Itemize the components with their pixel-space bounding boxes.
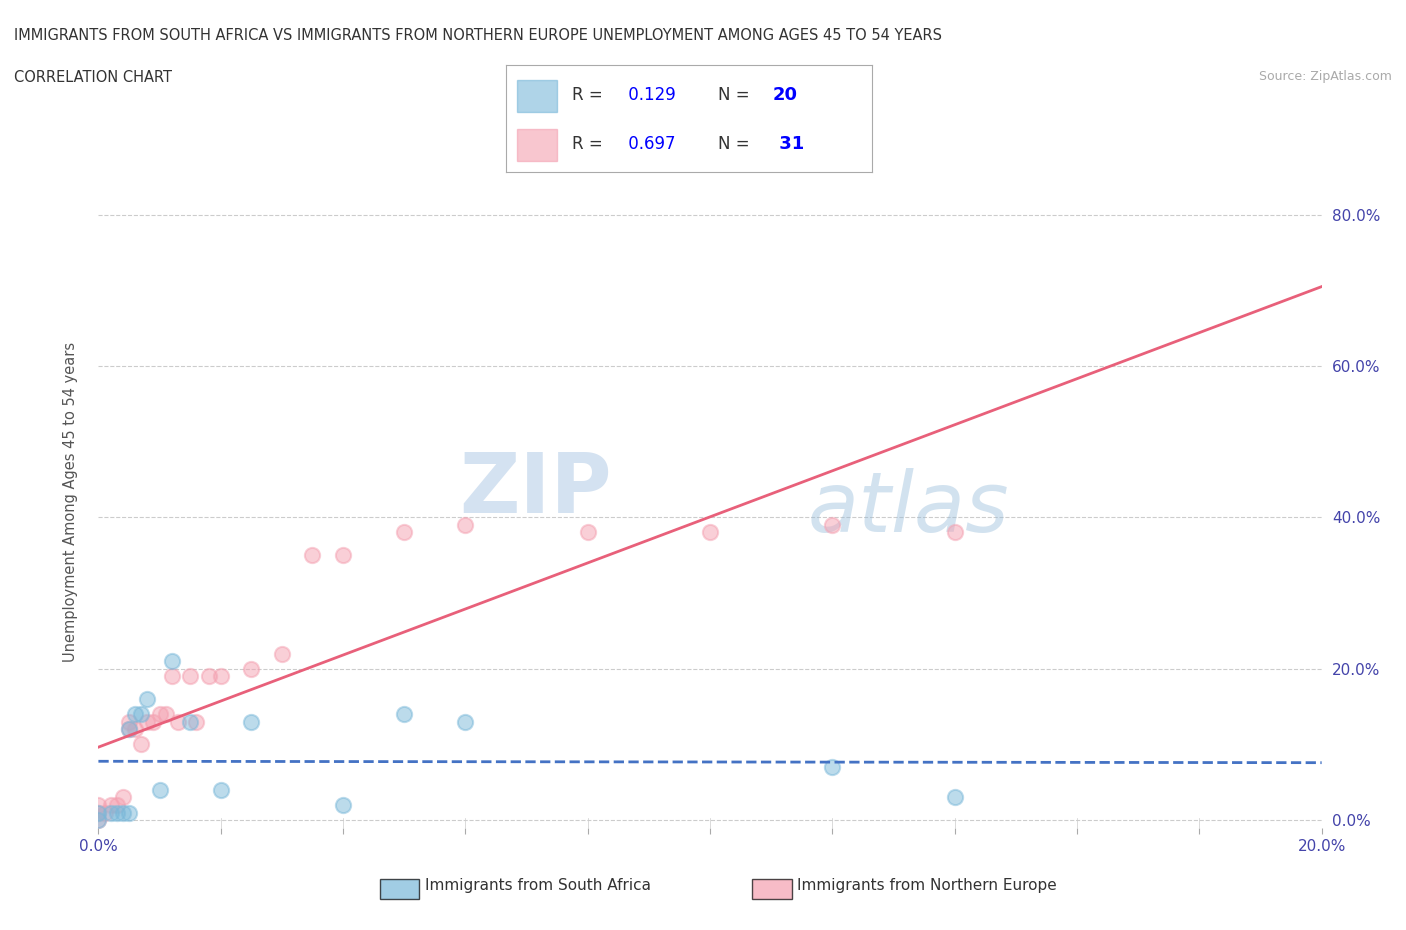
Bar: [517, 129, 557, 162]
Point: [93, 805, 115, 820]
Point: [179, 714, 201, 729]
Point: [111, 805, 134, 820]
Text: 20: 20: [773, 86, 799, 104]
Point: [160, 669, 183, 684]
Point: [332, 798, 354, 813]
Text: N =: N =: [718, 86, 755, 104]
Y-axis label: Unemployment Among Ages 45 to 54 years: Unemployment Among Ages 45 to 54 years: [63, 342, 77, 662]
Point: [240, 661, 263, 676]
Point: [118, 805, 141, 820]
Point: [179, 669, 201, 684]
Point: [167, 714, 190, 729]
Text: Immigrants from South Africa: Immigrants from South Africa: [425, 878, 651, 893]
Text: IMMIGRANTS FROM SOUTH AFRICA VS IMMIGRANTS FROM NORTHERN EUROPE UNEMPLOYMENT AMO: IMMIGRANTS FROM SOUTH AFRICA VS IMMIGRAN…: [14, 28, 942, 43]
Point: [87, 805, 110, 820]
Text: CORRELATION CHART: CORRELATION CHART: [14, 70, 172, 85]
Point: [155, 707, 177, 722]
Point: [136, 714, 159, 729]
Point: [392, 707, 416, 722]
Point: [209, 782, 232, 797]
Point: [454, 517, 477, 532]
Point: [699, 525, 721, 540]
Point: [87, 813, 110, 828]
Point: [142, 714, 165, 729]
Point: [87, 805, 110, 820]
Text: atlas: atlas: [808, 468, 1010, 550]
Point: [87, 813, 110, 828]
Point: [118, 714, 141, 729]
Point: [136, 692, 159, 707]
Point: [87, 798, 110, 813]
Point: [105, 798, 128, 813]
Point: [186, 714, 208, 729]
Point: [576, 525, 599, 540]
Point: [454, 714, 477, 729]
Point: [943, 790, 966, 804]
Point: [332, 548, 354, 563]
Point: [943, 525, 966, 540]
Text: R =: R =: [572, 86, 607, 104]
Point: [301, 548, 323, 563]
Text: 0.129: 0.129: [623, 86, 676, 104]
Point: [197, 669, 219, 684]
Point: [160, 654, 183, 669]
Point: [100, 805, 122, 820]
Point: [270, 646, 292, 661]
Point: [105, 805, 128, 820]
Point: [821, 517, 844, 532]
Text: ZIP: ZIP: [460, 448, 612, 530]
Point: [118, 722, 141, 737]
Text: R =: R =: [572, 135, 607, 153]
Text: N =: N =: [718, 135, 755, 153]
Point: [118, 722, 141, 737]
Point: [129, 737, 152, 751]
Point: [129, 707, 152, 722]
Point: [209, 669, 232, 684]
Point: [392, 525, 416, 540]
Text: 31: 31: [773, 135, 804, 153]
Point: [111, 790, 134, 804]
Text: Source: ZipAtlas.com: Source: ZipAtlas.com: [1258, 70, 1392, 83]
Point: [124, 722, 146, 737]
Bar: [517, 80, 557, 113]
Point: [149, 707, 172, 722]
Point: [124, 707, 146, 722]
Text: Immigrants from Northern Europe: Immigrants from Northern Europe: [797, 878, 1057, 893]
Point: [149, 782, 172, 797]
Point: [821, 760, 844, 775]
Point: [100, 798, 122, 813]
Text: 0.697: 0.697: [623, 135, 676, 153]
Point: [240, 714, 263, 729]
